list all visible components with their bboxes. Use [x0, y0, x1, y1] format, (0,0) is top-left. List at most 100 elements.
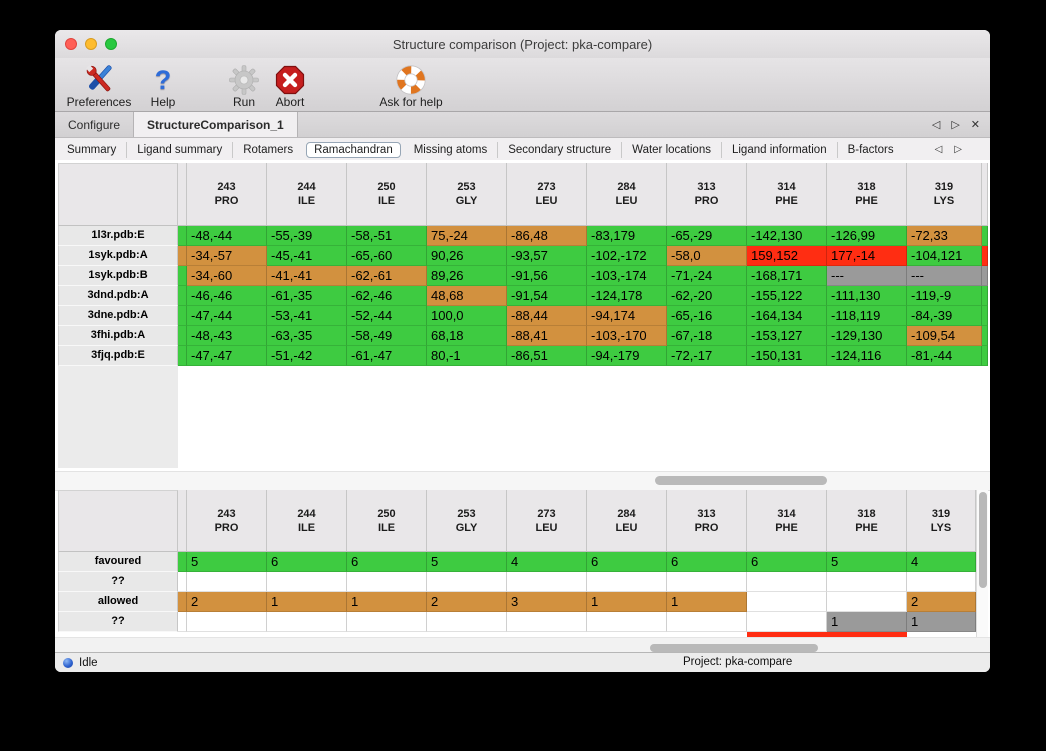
help-button[interactable]: ? Help	[143, 61, 183, 109]
row-label: 1l3r.pdb:E	[58, 226, 178, 246]
table-cell: -104,121	[907, 246, 982, 266]
subtab-summary[interactable]: Summary	[67, 143, 117, 156]
table-cell: 89,26	[427, 266, 507, 286]
subtab-ramachandran[interactable]: Ramachandran	[306, 141, 401, 158]
partial-cell	[178, 346, 187, 366]
minimize-window-button[interactable]	[85, 38, 97, 50]
table-cell: -129,130	[827, 326, 907, 346]
table-cell: -65,-29	[667, 226, 747, 246]
partial-cell	[178, 246, 187, 266]
table-cell: 80,-1	[427, 346, 507, 366]
column-residue: ILE	[377, 521, 396, 534]
run-button[interactable]: Run	[225, 61, 263, 109]
table-cell: 159,152	[747, 246, 827, 266]
horizontal-scrollbar-bottom[interactable]	[55, 637, 990, 653]
vertical-scrollbar[interactable]	[976, 490, 988, 638]
tools-icon	[81, 63, 117, 96]
column-header: 314 PHE	[747, 163, 827, 226]
horizontal-scrollbar-top-thumb[interactable]	[655, 476, 827, 485]
ask-for-help-label: Ask for help	[379, 95, 443, 109]
status-indicator-icon	[63, 657, 73, 668]
column-header: 284 LEU	[587, 490, 667, 552]
app-window: Structure comparison (Project: pka-compa…	[55, 30, 990, 672]
subtab-b-factors[interactable]: B-factors	[836, 141, 904, 158]
table-cell: -62,-61	[347, 266, 427, 286]
column-residue: GLY	[455, 521, 478, 534]
tab-close-icon[interactable]: ✕	[970, 119, 980, 131]
table-cell: -88,41	[507, 326, 587, 346]
table-cell	[587, 572, 667, 592]
row-label: favoured	[58, 552, 178, 572]
column-header: 253 GLY	[427, 490, 507, 552]
abort-button[interactable]: Abort	[267, 61, 313, 109]
table-cell: -65,-16	[667, 306, 747, 326]
column-header: 250 ILE	[347, 490, 427, 552]
column-number: 243	[217, 507, 236, 520]
tab-next-icon[interactable]: ▷	[951, 119, 960, 131]
table-cell: -155,122	[747, 286, 827, 306]
column-residue: PRO	[214, 195, 239, 207]
table-cell	[667, 612, 747, 632]
column-header: 243 PRO	[187, 490, 267, 552]
tab-configure[interactable]: Configure	[68, 117, 121, 132]
column-number: 313	[697, 181, 716, 193]
table-cell: -52,-44	[347, 306, 427, 326]
column-number: 250	[377, 507, 396, 520]
table-cell: -86,48	[507, 226, 587, 246]
column-number: 273	[537, 507, 556, 520]
table-cell: -41,-41	[267, 266, 347, 286]
subtab-prev-icon[interactable]: ◁	[934, 144, 943, 155]
table-cell: 4	[907, 552, 976, 572]
table-cell	[347, 612, 427, 632]
abort-label: Abort	[275, 95, 305, 109]
subtab-secondary-structure[interactable]: Secondary structure	[497, 141, 621, 158]
table-cell: -150,131	[747, 346, 827, 366]
summary-table-header-row: 243 PRO 244 ILE 250 ILE 253 GLY 273 LEU 284 LEU 313 P…	[58, 490, 976, 552]
table-cell	[507, 612, 587, 632]
column-header: 244 ILE	[267, 490, 347, 552]
table-cell: -46,-46	[187, 286, 267, 306]
zoom-window-button[interactable]	[105, 38, 117, 50]
table-cell	[587, 612, 667, 632]
subtab-next-icon[interactable]: ▷	[954, 144, 962, 155]
table-cell: -103,-170	[587, 326, 667, 346]
tab-nav: ◁ ▷ ✕	[932, 112, 980, 137]
document-tab-bar: Configure StructureComparison_1 ◁ ▷ ✕	[55, 112, 990, 138]
column-residue: PHE	[855, 521, 878, 534]
row-header-gutter	[58, 366, 178, 468]
ask-for-help-button[interactable]: Ask for help	[371, 61, 451, 109]
table-cell: 177,-14	[827, 246, 907, 266]
table-cell: 5	[427, 552, 507, 572]
table-cell: -58,0	[667, 246, 747, 266]
subtab-missing-atoms[interactable]: Missing atoms	[413, 143, 488, 156]
toolbar: Preferences ? Help	[55, 58, 990, 112]
horizontal-scrollbar-bottom-thumb[interactable]	[650, 644, 818, 652]
tab-prev-icon[interactable]: ◁	[931, 119, 941, 131]
summary-table-row: favoured 5 6 6 5 4 6 6 6 5 4	[58, 552, 976, 572]
column-header: 314 PHE	[747, 490, 827, 552]
subtab-rotamers[interactable]: Rotamers	[232, 141, 303, 158]
subtab-ligand-summary[interactable]: Ligand summary	[126, 141, 232, 158]
structures-table-row: 3fjq.pdb:E -47,-47 -51,-42 -61,-47 80,-1 -86,…	[58, 346, 988, 366]
table-cell: 1	[347, 592, 427, 612]
vertical-scrollbar-thumb[interactable]	[979, 492, 987, 588]
table-cell: -51,-42	[267, 346, 347, 366]
column-residue: ILE	[377, 195, 396, 207]
table-cell	[187, 572, 267, 592]
table-cell: ---	[827, 266, 907, 286]
preferences-button[interactable]: Preferences	[63, 61, 135, 109]
column-number: 313	[697, 507, 716, 520]
project-label: Project: pka-compare	[683, 656, 793, 668]
partial-cell	[982, 306, 988, 326]
subtab-water-locations[interactable]: Water locations	[621, 141, 721, 158]
table-cell	[907, 572, 976, 592]
column-residue: PRO	[214, 521, 239, 534]
horizontal-scrollbar-top[interactable]	[55, 471, 990, 491]
tab-structurecomparison-1[interactable]: StructureComparison_1	[133, 112, 298, 137]
row-label: 1syk.pdb:A	[58, 246, 178, 266]
subtab-ligand-information[interactable]: Ligand information	[720, 141, 837, 158]
table-cell: -83,179	[587, 226, 667, 246]
table-cell: -47,-47	[187, 346, 267, 366]
close-window-button[interactable]	[65, 38, 77, 50]
partial-cell	[178, 592, 187, 612]
